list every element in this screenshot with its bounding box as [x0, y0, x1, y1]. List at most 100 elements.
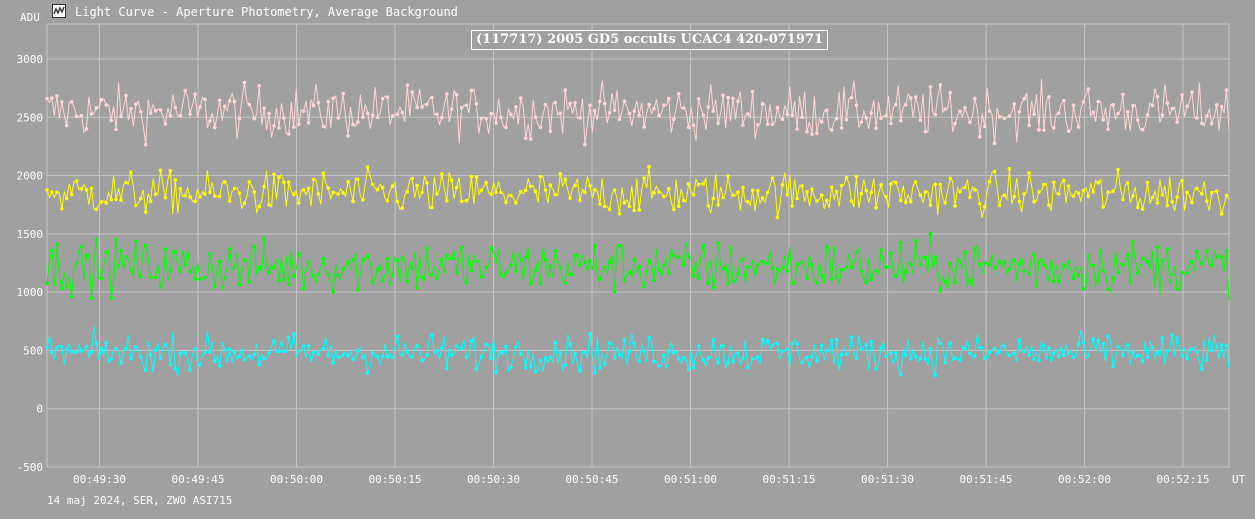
data-point [311, 274, 316, 278]
data-point [370, 113, 375, 118]
data-point [1165, 349, 1170, 353]
data-point [829, 185, 834, 190]
data-point [968, 120, 972, 125]
data-point [380, 279, 385, 283]
data-point [543, 356, 548, 360]
chart-series [45, 78, 1230, 378]
data-point [193, 347, 197, 351]
data-point [1091, 190, 1096, 194]
data-point [114, 127, 118, 132]
data-point [519, 258, 523, 262]
data-point [425, 353, 429, 357]
data-point [1131, 104, 1135, 108]
data-point [474, 175, 479, 179]
data-point [825, 108, 829, 112]
data-point [918, 356, 923, 361]
y-tick-label: 0 [36, 403, 43, 416]
data-point [533, 189, 538, 193]
data-point [1175, 195, 1179, 199]
data-point [943, 201, 947, 205]
data-point [987, 350, 992, 354]
data-point [672, 117, 676, 122]
data-point [1111, 103, 1115, 107]
data-point [509, 193, 513, 198]
light-curve-app-icon[interactable] [52, 4, 66, 18]
data-point [844, 352, 849, 357]
data-point [533, 369, 538, 374]
data-point [701, 243, 706, 248]
data-point [1027, 272, 1031, 276]
data-point [1022, 269, 1026, 273]
data-point [598, 202, 602, 206]
data-point [780, 266, 785, 270]
data-point [1071, 103, 1076, 107]
data-point [153, 109, 158, 113]
data-point [746, 365, 750, 370]
data-point [124, 346, 128, 351]
data-point [553, 249, 558, 253]
data-point [316, 192, 321, 196]
data-point [785, 269, 790, 273]
data-point [247, 102, 252, 107]
data-point [1096, 278, 1100, 283]
data-point [435, 276, 439, 280]
data-point [94, 207, 99, 212]
data-point [1135, 353, 1140, 358]
data-point [168, 168, 173, 173]
data-point [222, 180, 227, 184]
data-point [953, 280, 957, 285]
data-point [1150, 345, 1155, 350]
data-point [1131, 240, 1135, 244]
data-point [1180, 93, 1184, 97]
data-point [992, 266, 997, 271]
data-point [1017, 262, 1022, 266]
data-point [805, 355, 809, 360]
data-point [785, 347, 790, 352]
data-point [227, 99, 232, 103]
data-point [548, 129, 553, 133]
data-point [928, 203, 933, 207]
data-point [602, 362, 607, 367]
data-point [430, 205, 434, 210]
data-point [607, 341, 612, 346]
data-point [405, 350, 410, 354]
data-point [696, 182, 701, 187]
data-point [459, 105, 464, 110]
data-point [292, 192, 296, 197]
data-point [208, 350, 212, 354]
data-point [306, 260, 311, 264]
data-point [711, 338, 716, 342]
data-point [252, 352, 257, 357]
data-point [361, 198, 365, 202]
data-point [163, 195, 168, 200]
data-point [706, 105, 711, 109]
data-point [89, 186, 94, 190]
data-point [45, 96, 49, 101]
data-point [64, 285, 69, 289]
data-point [706, 204, 711, 208]
data-point [716, 203, 720, 207]
data-point [746, 199, 750, 204]
data-point [410, 266, 415, 271]
data-point [380, 185, 385, 190]
data-point [445, 92, 449, 96]
data-point [1145, 113, 1150, 117]
data-point [686, 182, 691, 186]
data-point [148, 199, 153, 204]
data-point [785, 112, 790, 117]
data-point [869, 190, 873, 195]
data-point [326, 272, 331, 277]
data-point [701, 113, 706, 117]
data-point [528, 282, 533, 286]
data-point [859, 191, 864, 196]
data-point [257, 265, 262, 269]
data-point [440, 346, 444, 350]
data-point [519, 190, 523, 194]
data-point [1116, 167, 1120, 172]
data-point [992, 346, 997, 351]
data-point [622, 278, 627, 283]
data-point [1155, 245, 1160, 249]
data-point [533, 115, 538, 119]
data-point [681, 198, 686, 203]
data-point [1224, 88, 1229, 92]
